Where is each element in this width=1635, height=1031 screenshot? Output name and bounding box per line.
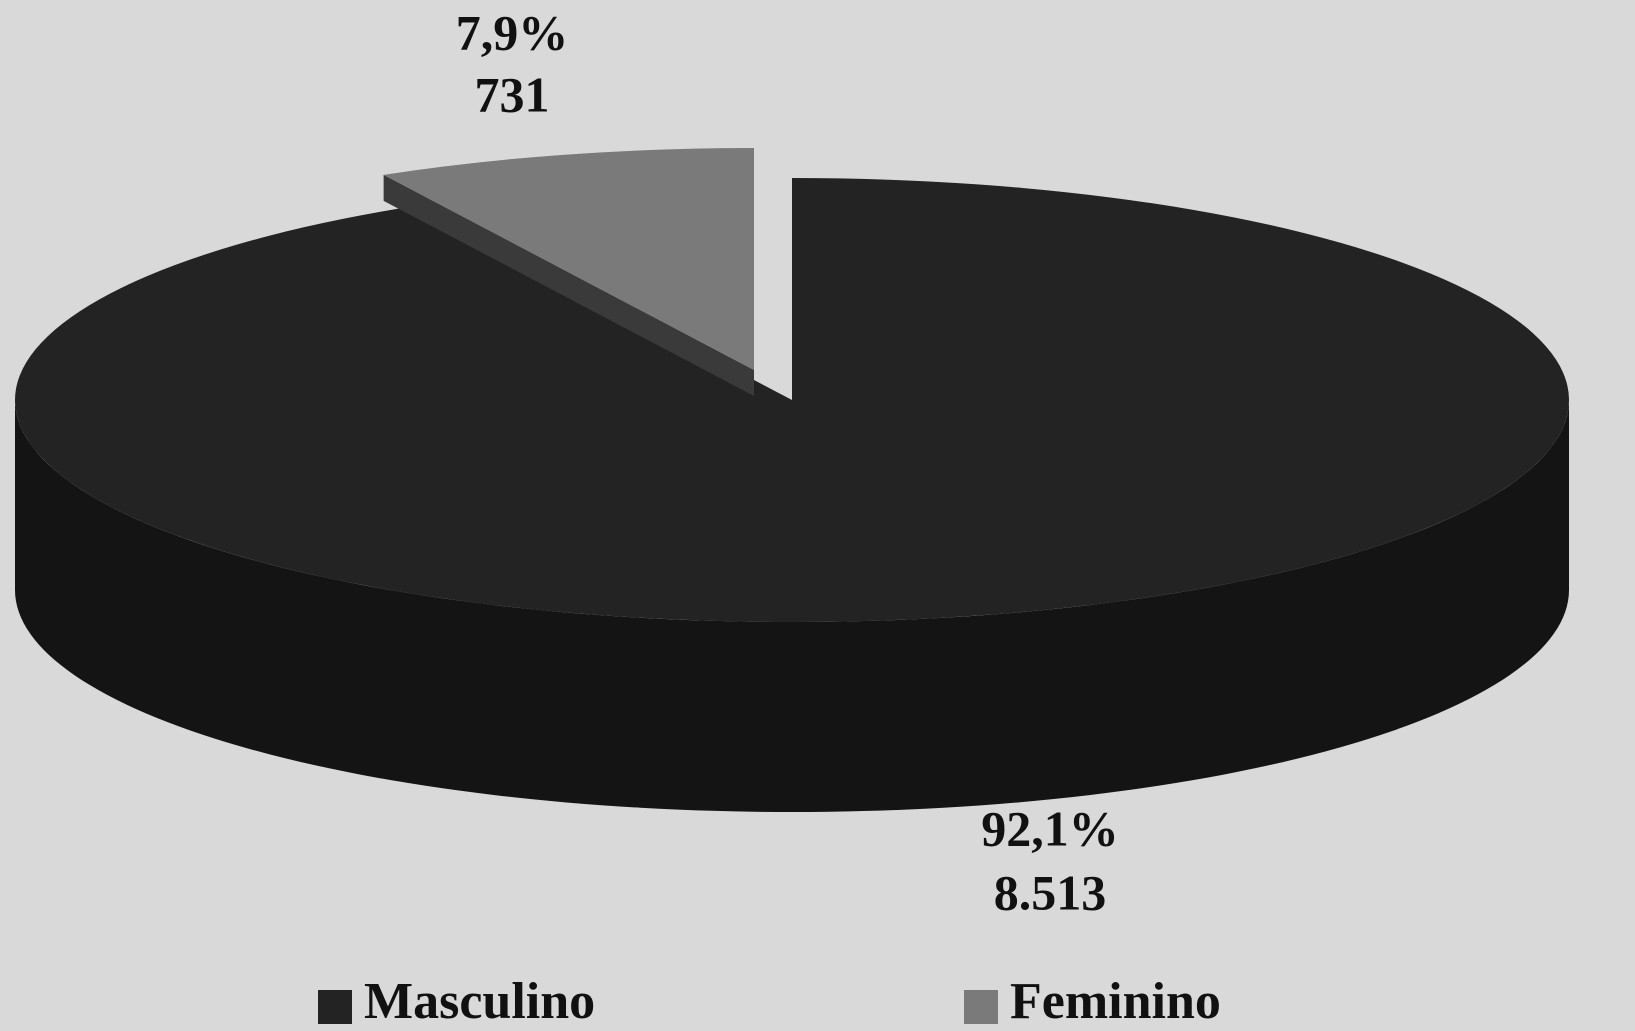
data-label: 7,9% [456, 4, 569, 60]
pie-slice [383, 148, 754, 370]
legend-label: Feminino [1010, 973, 1221, 1030]
legend-label: Masculino [364, 973, 595, 1030]
pie-side [15, 400, 1569, 812]
pie-slice [15, 178, 1570, 623]
data-label: 731 [475, 66, 550, 122]
legend-swatch [964, 990, 998, 1024]
legend-swatch [318, 990, 352, 1024]
pie-slice-edge [383, 174, 754, 396]
data-label: 8.513 [994, 864, 1107, 920]
data-label: 92,1% [981, 800, 1119, 856]
